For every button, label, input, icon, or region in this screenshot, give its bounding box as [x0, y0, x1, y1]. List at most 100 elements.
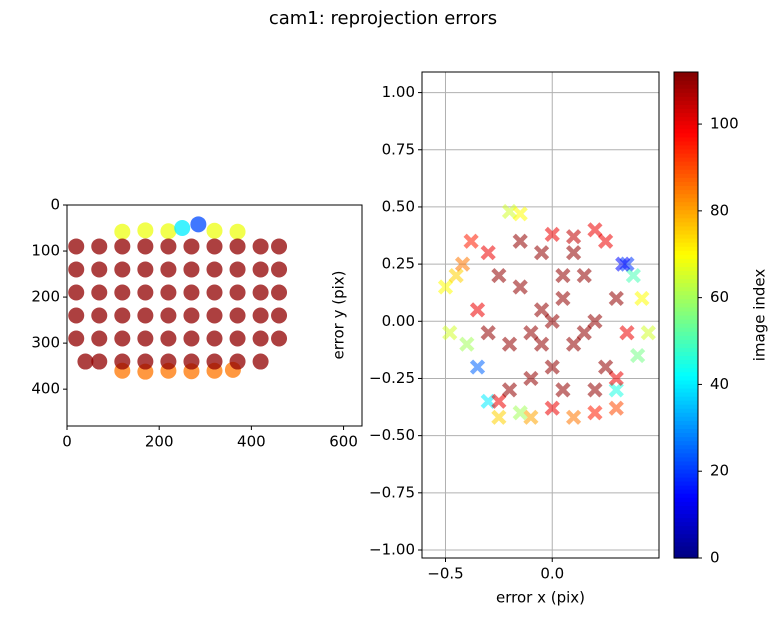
point [252, 284, 269, 301]
y-tick-label: −0.50 [369, 426, 415, 444]
colorbar-swatch [674, 221, 698, 227]
colorbar-swatch [674, 254, 698, 259]
point [608, 290, 624, 307]
colorbar-tick-label: 60 [710, 288, 729, 306]
colorbar-swatch [674, 416, 698, 421]
colorbar-label: image index [751, 269, 769, 362]
colorbar-swatch [674, 440, 698, 446]
point [137, 307, 154, 324]
figure-title: cam1: reprojection errors [269, 8, 497, 29]
colorbar-swatch [674, 217, 698, 223]
colorbar-swatch [674, 343, 698, 348]
colorbar-swatch [674, 266, 698, 272]
point [206, 222, 223, 239]
point [555, 267, 571, 284]
point [587, 382, 603, 398]
colorbar-swatch [674, 553, 698, 559]
colorbar-swatch [674, 262, 698, 267]
point [608, 382, 624, 398]
point [587, 222, 603, 238]
point [555, 382, 571, 398]
colorbar-swatch [674, 323, 698, 328]
y-tick-label: −0.25 [369, 369, 415, 387]
point [252, 238, 269, 255]
point [183, 330, 200, 347]
colorbar-swatch [674, 302, 698, 308]
colorbar-swatch [674, 128, 698, 134]
point [630, 348, 646, 364]
point [206, 353, 223, 370]
point [91, 284, 108, 301]
point [491, 393, 507, 409]
colorbar-swatch [674, 493, 698, 498]
colorbar-swatch [674, 189, 698, 195]
colorbar-swatch [674, 169, 698, 174]
colorbar-swatch [674, 396, 698, 401]
point [634, 290, 650, 307]
colorbar-swatch [674, 383, 698, 389]
colorbar-swatch [674, 270, 698, 276]
point [442, 325, 458, 341]
x-tick-label: 0.0 [540, 565, 564, 583]
point [190, 216, 207, 233]
colorbar-swatch [674, 274, 698, 280]
x-tick-label: −0.5 [427, 565, 463, 583]
point [523, 409, 539, 425]
colorbar-swatch [674, 404, 698, 409]
point [469, 302, 486, 318]
point [160, 238, 177, 255]
y-axis-label: error y (pix) [330, 271, 348, 360]
point [576, 325, 592, 341]
point [183, 261, 200, 278]
point [533, 302, 550, 318]
colorbar-swatch [674, 315, 698, 320]
point [566, 229, 582, 245]
point [183, 238, 200, 255]
point [544, 226, 560, 242]
y-tick-label: 300 [31, 334, 60, 352]
colorbar-swatch [674, 100, 698, 105]
colorbar-tick-label: 80 [710, 201, 729, 219]
point [91, 330, 108, 347]
x-axis-label: error x (pix) [496, 589, 585, 607]
colorbar-swatch [674, 477, 698, 482]
colorbar-swatch [674, 525, 698, 531]
point [608, 400, 624, 416]
point [68, 284, 85, 301]
colorbar-swatch [674, 258, 698, 263]
point [114, 223, 131, 240]
colorbar-swatch [674, 286, 698, 292]
point [523, 325, 539, 341]
point [91, 261, 108, 278]
colorbar-swatch [674, 424, 698, 429]
axes-frame [421, 71, 660, 559]
colorbar-swatch [674, 108, 698, 114]
colorbar-swatch [674, 112, 698, 118]
y-tick-label: 200 [31, 288, 60, 306]
point [512, 405, 528, 421]
colorbar-swatch [674, 371, 698, 377]
y-tick-label: 0 [50, 196, 60, 214]
colorbar-swatch [674, 140, 698, 146]
point [229, 223, 246, 240]
point [77, 353, 94, 370]
point [437, 279, 454, 295]
point [206, 307, 223, 324]
colorbar-swatch [674, 88, 698, 93]
x-tick-label: 400 [237, 433, 266, 451]
y-tick-label: 0.00 [382, 312, 415, 330]
colorbar-swatch [674, 310, 698, 316]
point [183, 284, 200, 301]
point [625, 267, 641, 284]
colorbar-swatch [674, 193, 698, 199]
point [229, 261, 246, 278]
point [183, 353, 200, 370]
colorbar-swatch [674, 464, 698, 470]
y-tick-label: 1.00 [382, 83, 415, 101]
colorbar-swatch [674, 72, 698, 77]
point [615, 256, 631, 272]
colorbar-swatch [674, 489, 698, 494]
point [252, 307, 269, 324]
point [566, 336, 582, 352]
